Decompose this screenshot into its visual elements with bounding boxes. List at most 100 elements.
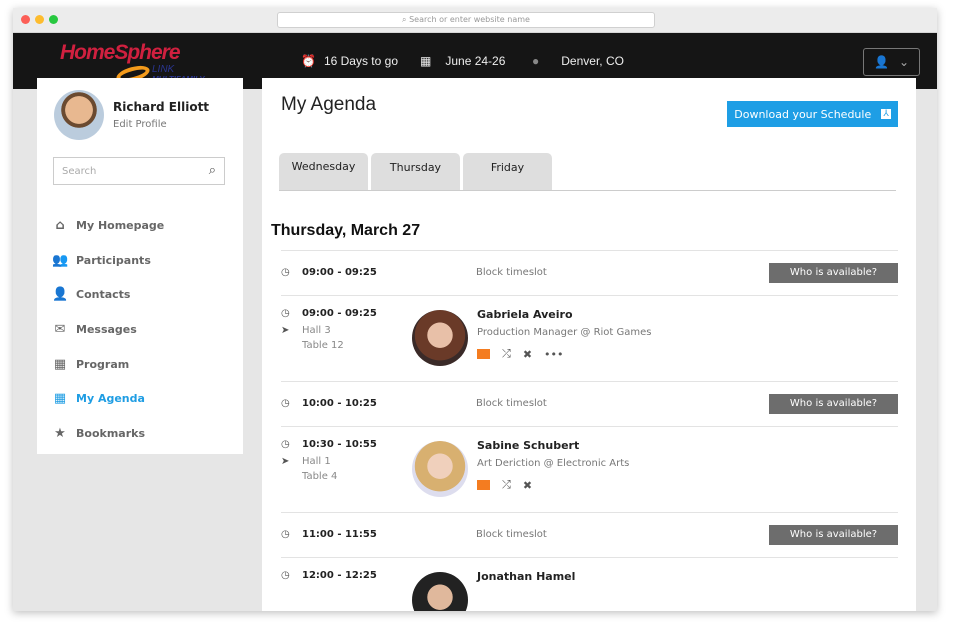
sidebar-item-participants[interactable]: 👥 Participants	[52, 243, 164, 278]
logo[interactable]: HomeSphereLINKMULTIFAMILY	[60, 41, 205, 86]
block-timeslot-link[interactable]: Block timeslot	[476, 529, 547, 540]
location-arrow-icon: ➤	[281, 325, 290, 336]
who-is-available-button[interactable]: Who is available?	[769, 263, 898, 283]
slot-time: 11:00 - 11:55	[302, 529, 377, 540]
timeslot-row: ◷ 10:00 - 10:25 Block timeslot Who is av…	[281, 381, 898, 426]
countdown: 16 Days to go	[323, 54, 398, 68]
slot-time: 10:30 - 10:55	[302, 439, 377, 450]
clock-icon: ◷	[281, 529, 290, 540]
block-timeslot-link[interactable]: Block timeslot	[476, 267, 547, 278]
search-placeholder: Search	[62, 166, 97, 177]
home-icon: ⌂	[55, 217, 65, 233]
download-schedule-button[interactable]: Download your Schedule ⅄	[727, 101, 898, 127]
avatar[interactable]	[412, 572, 468, 611]
sidebar-item-messages[interactable]: ✉ Messages	[52, 312, 164, 347]
location-arrow-icon: ➤	[281, 456, 290, 467]
participant-job: Production Manager @ Riot Games	[477, 327, 652, 338]
search-input[interactable]: Search ⌕	[53, 157, 225, 185]
browser-titlebar: ⌕ Search or enter website name	[13, 8, 937, 33]
close-dot[interactable]	[21, 15, 30, 24]
star-icon: ★	[54, 425, 66, 441]
nav-label: Contacts	[76, 288, 131, 302]
edit-profile-link[interactable]: Edit Profile	[113, 119, 167, 130]
who-is-available-button[interactable]: Who is available?	[769, 394, 898, 414]
sidebar-nav: ⌂ My Homepage 👥 Participants 👤 Contacts ✉ Me…	[52, 208, 164, 451]
minimize-dot[interactable]	[35, 15, 44, 24]
nav-label: My Homepage	[76, 218, 165, 232]
nav-label: Participants	[76, 253, 151, 267]
slot-time: 10:00 - 10:25	[302, 398, 377, 409]
slot-time: 09:00 - 09:25	[302, 308, 377, 319]
clock-icon: ◷	[281, 398, 290, 409]
sidebar-item-contacts[interactable]: 👤 Contacts	[52, 277, 164, 312]
clock-icon: ◷	[281, 570, 290, 581]
sidebar: Richard Elliott Edit Profile Search ⌕ ⌂ My…	[37, 78, 243, 454]
hall: Hall 1	[302, 456, 331, 467]
avatar[interactable]	[54, 90, 104, 140]
meeting-row: ◷ 12:00 - 12:25 Jonathan Hamel	[281, 557, 898, 611]
address-bar[interactable]: ⌕ Search or enter website name	[277, 12, 655, 28]
clock-icon: ◷	[281, 439, 290, 450]
sidebar-item-my-agenda[interactable]: ▦ My Agenda	[52, 381, 164, 416]
table: Table 12	[302, 340, 344, 351]
envelope-icon: ✉	[54, 321, 66, 337]
table: Table 4	[302, 471, 338, 482]
nav-label: My Agenda	[76, 392, 145, 406]
user-icon: 👤	[52, 287, 69, 303]
user-menu-button[interactable]: 👤 ⌄	[863, 48, 920, 76]
clock-icon: ◷	[281, 267, 290, 278]
shuffle-icon[interactable]: ⤮	[502, 478, 511, 491]
chevron-down-icon: ⌄	[898, 55, 909, 69]
search-icon[interactable]: ⌕	[208, 163, 216, 178]
event-dates: June 24-26	[445, 54, 506, 68]
block-timeslot-link[interactable]: Block timeslot	[476, 398, 547, 409]
download-label: Download your Schedule	[734, 107, 872, 121]
nav-label: Bookmarks	[76, 426, 145, 440]
calendar-icon: ▦	[420, 54, 432, 68]
sidebar-item-bookmarks[interactable]: ★ Bookmarks	[52, 416, 164, 451]
mail-icon[interactable]	[477, 480, 490, 490]
map-pin-icon: ●	[532, 54, 540, 68]
nav-label: Program	[76, 357, 130, 371]
sidebar-item-program[interactable]: ▦ Program	[52, 347, 164, 382]
more-icon[interactable]: •••	[544, 347, 564, 361]
avatar[interactable]	[412, 441, 468, 497]
participant-name[interactable]: Gabriela Aveiro	[477, 308, 573, 321]
shuffle-icon[interactable]: ⤮	[502, 347, 511, 360]
close-icon[interactable]: ✖	[522, 347, 533, 361]
participant-name[interactable]: Jonathan Hamel	[477, 570, 576, 583]
day-heading: Thursday, March 27	[271, 222, 421, 239]
slot-time: 09:00 - 09:25	[302, 267, 377, 278]
timeslot-row: ◷ 09:00 - 09:25 Block timeslot Who is av…	[281, 250, 898, 295]
tab-divider	[279, 190, 896, 191]
tab-friday[interactable]: Friday	[463, 153, 552, 191]
hall: Hall 3	[302, 325, 331, 336]
maximize-dot[interactable]	[49, 15, 58, 24]
meeting-row: ◷ 10:30 - 10:55 ➤ Hall 1 Table 4 Sabine …	[281, 426, 898, 512]
participant-name[interactable]: Sabine Schubert	[477, 439, 580, 452]
address-placeholder: Search or enter website name	[409, 15, 530, 24]
users-icon: 👥	[52, 252, 69, 268]
user-icon: 👤	[873, 55, 889, 69]
who-is-available-button[interactable]: Who is available?	[769, 525, 898, 545]
page-title: My Agenda	[281, 94, 377, 115]
sidebar-item-my-homepage[interactable]: ⌂ My Homepage	[52, 208, 164, 243]
close-icon[interactable]: ✖	[522, 478, 533, 492]
alarm-clock-icon: ⏰	[301, 54, 316, 68]
timeslot-row: ◷ 11:00 - 11:55 Block timeslot Who is av…	[281, 512, 898, 557]
meeting-row: ◷ 09:00 - 09:25 ➤ Hall 3 Table 12 Gabrie…	[281, 295, 898, 381]
user-name: Richard Elliott	[113, 100, 210, 114]
pdf-icon: ⅄	[881, 109, 891, 119]
browser-window: ⌕ Search or enter website name HomeSpher…	[13, 8, 937, 611]
tab-thursday[interactable]: Thursday	[371, 153, 460, 191]
mail-icon[interactable]	[477, 349, 490, 359]
event-location: Denver, CO	[561, 54, 624, 68]
calendar-icon: ▦	[53, 356, 67, 372]
tab-wednesday[interactable]: Wednesday	[279, 153, 368, 191]
slot-time: 12:00 - 12:25	[302, 570, 377, 581]
agenda-panel: My Agenda Download your Schedule ⅄ Wednes…	[262, 78, 916, 611]
agenda-icon: ▦	[53, 391, 67, 407]
avatar[interactable]	[412, 310, 468, 366]
participant-job: Art Deriction @ Electronic Arts	[477, 458, 630, 469]
clock-icon: ◷	[281, 308, 290, 319]
